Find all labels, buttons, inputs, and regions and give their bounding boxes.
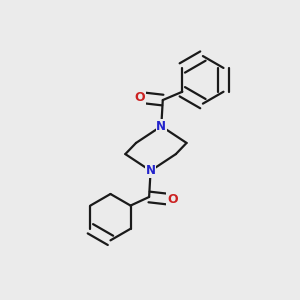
- Text: N: N: [146, 164, 156, 177]
- Text: N: N: [156, 120, 166, 133]
- Text: O: O: [167, 193, 178, 206]
- Text: O: O: [134, 91, 145, 104]
